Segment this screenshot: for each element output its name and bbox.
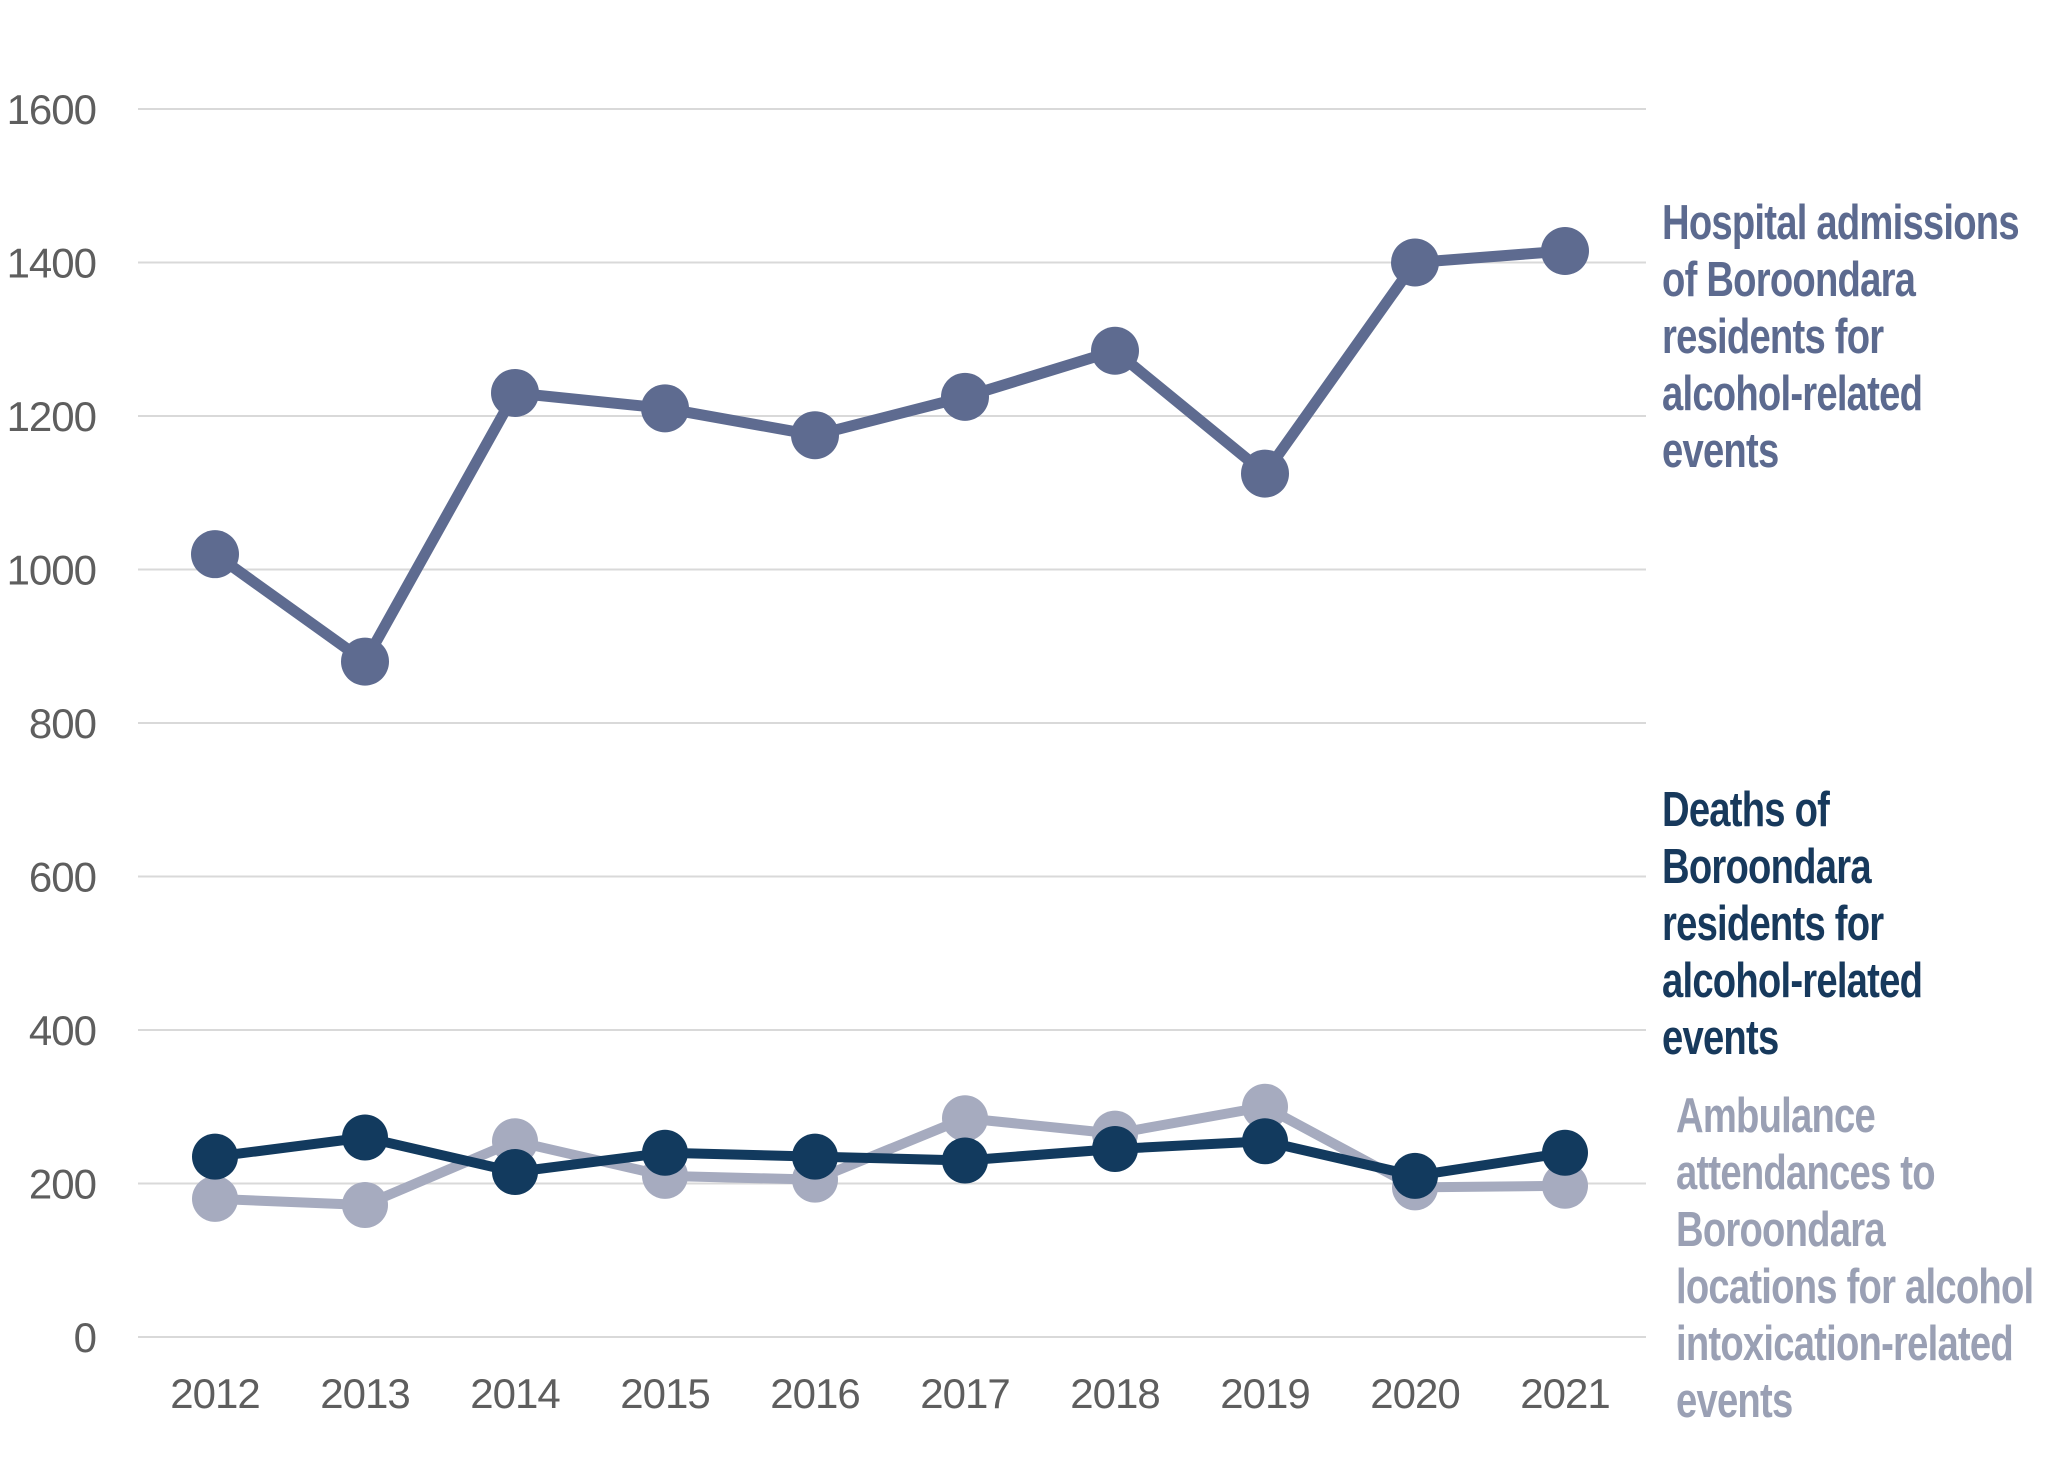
- legend-line: Hospital admissions: [1662, 196, 2020, 250]
- legend-line: residents for: [1662, 310, 1884, 364]
- x-axis-tick-label: 2019: [1220, 1370, 1309, 1417]
- data-point-hospital-2014: [491, 368, 539, 417]
- legend-line: events: [1662, 424, 1779, 478]
- data-point-deaths-2013: [342, 1114, 388, 1161]
- legend-label-hospital: Hospital admissions of Boroondara resident…: [1662, 195, 2020, 480]
- data-point-ambulance-2012: [192, 1175, 238, 1222]
- legend-line: Boroondara: [1676, 1203, 1886, 1257]
- data-point-deaths-2021: [1542, 1129, 1588, 1176]
- series-line-hospital: [211, 245, 1566, 668]
- x-axis-tick-label: 2014: [470, 1370, 560, 1417]
- x-axis-tick-label: 2017: [920, 1370, 1009, 1417]
- series-line-deaths: [214, 1132, 1566, 1181]
- legend-label-ambulance: Ambulance attendances to Boroondara locatio…: [1676, 1088, 2034, 1430]
- legend-line: events: [1662, 1011, 1779, 1065]
- x-axis-tick-label: 2012: [170, 1370, 259, 1417]
- x-axis-tick-label: 2018: [1070, 1370, 1159, 1417]
- x-axis-tick-label: 2013: [320, 1370, 409, 1417]
- data-point-ambulance-2017: [942, 1095, 988, 1142]
- x-axis-tick-label: 2020: [1370, 1370, 1459, 1417]
- y-axis-tick-label: 0: [74, 1314, 96, 1361]
- data-point-hospital-2012: [191, 530, 239, 579]
- legend-line: locations for alcohol: [1676, 1260, 2034, 1314]
- data-point-hospital-2017: [941, 372, 989, 421]
- legend-line: of Boroondara: [1662, 253, 1916, 307]
- y-axis-tick-label: 1400: [7, 240, 96, 287]
- y-axis-tick-label: 1600: [7, 86, 96, 133]
- data-point-deaths-2019: [1242, 1118, 1288, 1165]
- x-axis-tick-label: 2015: [620, 1370, 709, 1417]
- y-axis-tick-label: 800: [29, 700, 96, 747]
- legend-line: alcohol-related: [1662, 954, 1923, 1008]
- data-point-deaths-2012: [192, 1133, 238, 1180]
- data-point-hospital-2013: [341, 637, 389, 686]
- y-axis-tick-label: 200: [29, 1161, 96, 1208]
- legend-line: events: [1676, 1374, 1793, 1428]
- data-point-hospital-2016: [791, 411, 839, 460]
- data-point-deaths-2014: [492, 1148, 538, 1195]
- data-point-deaths-2016: [792, 1133, 838, 1180]
- legend-line: Ambulance: [1676, 1089, 1876, 1143]
- data-point-hospital-2015: [641, 384, 689, 433]
- legend-line: residents for: [1662, 897, 1884, 951]
- y-axis-tick-label: 600: [29, 854, 96, 901]
- data-point-hospital-2019: [1241, 449, 1289, 498]
- data-point-hospital-2018: [1091, 326, 1139, 375]
- data-point-hospital-2021: [1541, 226, 1589, 275]
- data-point-ambulance-2019: [1242, 1083, 1288, 1130]
- x-axis-tick-label: 2016: [770, 1370, 859, 1417]
- y-axis-tick-label: 1000: [7, 547, 96, 594]
- legend-line: alcohol-related: [1662, 367, 1923, 421]
- series-line-ambulance: [214, 1101, 1566, 1210]
- data-point-deaths-2018: [1092, 1125, 1138, 1172]
- data-point-ambulance-2021: [1542, 1162, 1588, 1209]
- data-point-hospital-2020: [1391, 238, 1439, 287]
- data-point-deaths-2020: [1392, 1152, 1438, 1199]
- legend-line: attendances to: [1676, 1146, 1936, 1200]
- data-point-deaths-2017: [942, 1137, 988, 1184]
- x-axis-tick-label: 2021: [1520, 1370, 1609, 1417]
- legend-line: intoxication-related: [1676, 1317, 2014, 1371]
- legend-label-deaths: Deaths of Boroondara residents for alcohol-…: [1662, 782, 1923, 1067]
- data-point-ambulance-2013: [342, 1181, 388, 1228]
- data-point-deaths-2015: [642, 1129, 688, 1176]
- y-axis-tick-label: 1200: [7, 393, 96, 440]
- legend-line: Boroondara: [1662, 840, 1872, 894]
- y-axis-tick-label: 400: [29, 1007, 96, 1054]
- legend-line: Deaths of: [1662, 783, 1830, 837]
